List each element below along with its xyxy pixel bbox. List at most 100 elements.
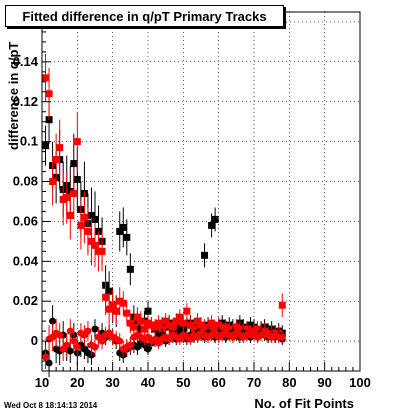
data-point	[49, 178, 57, 186]
data-point	[169, 323, 177, 331]
data-point	[87, 237, 95, 245]
data-point	[91, 215, 99, 223]
data-point	[70, 189, 78, 197]
data-point	[102, 293, 110, 301]
data-point	[73, 343, 81, 351]
chart-title-box: Fitted difference in q/pT Primary Tracks	[5, 5, 284, 27]
data-point	[49, 317, 57, 325]
data-point	[126, 265, 134, 273]
data-point	[63, 341, 71, 349]
data-point	[80, 213, 88, 221]
data-point	[126, 319, 134, 327]
data-point	[278, 301, 286, 309]
data-point	[278, 333, 286, 341]
data-point	[116, 227, 124, 235]
data-point	[84, 327, 92, 335]
data-point	[52, 156, 60, 164]
series-red-square	[42, 53, 286, 344]
y-axis-label: difference in q/pT	[6, 41, 21, 150]
data-point	[151, 323, 159, 331]
data-point	[42, 353, 50, 361]
x-tick-label: 50	[176, 375, 190, 390]
x-axis-label: No. of Fit Points	[254, 396, 354, 411]
x-tick-label: 20	[70, 375, 84, 390]
x-tick-label: 100	[349, 375, 371, 390]
data-point	[70, 160, 78, 168]
data-point	[254, 325, 262, 333]
data-point	[73, 138, 81, 146]
data-point	[116, 337, 124, 345]
data-point	[183, 307, 191, 315]
timestamp: Wed Oct 8 18:14:13 2014	[4, 401, 98, 410]
data-point	[95, 247, 103, 255]
y-tick-label: 0.1	[20, 134, 38, 149]
data-point	[98, 247, 106, 255]
y-tick-label: 0	[31, 333, 38, 348]
data-point	[45, 90, 53, 98]
data-point	[144, 319, 152, 327]
data-point	[165, 321, 173, 329]
data-point	[155, 319, 163, 327]
data-point	[84, 227, 92, 235]
x-tick-label: 70	[247, 375, 261, 390]
data-point	[105, 305, 113, 313]
data-point	[91, 325, 99, 333]
y-tick-label: 0.04	[13, 253, 39, 268]
data-point	[186, 321, 194, 329]
data-point	[112, 307, 120, 315]
data-point	[87, 211, 95, 219]
data-point	[123, 233, 131, 241]
y-tick-label: 0.06	[13, 213, 38, 228]
data-points	[42, 53, 286, 377]
data-point	[77, 221, 85, 229]
data-point	[208, 221, 216, 229]
data-point	[176, 313, 184, 321]
data-point	[162, 317, 170, 325]
data-point	[105, 287, 113, 295]
y-tick-label: 0.02	[13, 293, 38, 308]
chart-title: Fitted difference in q/pT Primary Tracks	[22, 9, 267, 24]
data-point	[45, 359, 53, 367]
x-tick-label: 60	[211, 375, 225, 390]
data-point	[119, 223, 127, 231]
data-point	[211, 215, 219, 223]
y-tick-label: 0.08	[13, 174, 38, 189]
x-tick-label: 90	[317, 375, 331, 390]
data-point	[98, 337, 106, 345]
data-point	[208, 319, 216, 327]
data-point	[183, 321, 191, 329]
data-point	[42, 142, 50, 150]
data-point	[119, 299, 127, 307]
data-point	[193, 317, 201, 325]
y-tick-label: 0.14	[13, 54, 39, 69]
data-point	[144, 345, 152, 353]
data-point	[66, 347, 74, 355]
data-point	[91, 241, 99, 249]
data-point	[123, 309, 131, 317]
data-point	[109, 301, 117, 309]
x-tick-label: 10	[35, 375, 49, 390]
data-point	[130, 323, 138, 331]
data-point	[63, 193, 71, 201]
data-point	[116, 297, 124, 305]
data-point	[140, 325, 148, 333]
data-point	[56, 331, 64, 339]
data-point	[70, 337, 78, 345]
x-tick-label: 40	[141, 375, 155, 390]
data-point	[197, 321, 205, 329]
data-point	[126, 341, 134, 349]
y-tick-label: 0.12	[13, 94, 38, 109]
data-point	[179, 319, 187, 327]
data-point	[66, 211, 74, 219]
data-point	[91, 343, 99, 351]
data-point	[148, 321, 156, 329]
data-point	[201, 251, 209, 259]
data-point	[172, 317, 180, 325]
data-point	[66, 327, 74, 335]
data-point	[215, 321, 223, 329]
data-point	[137, 317, 145, 325]
data-point	[144, 307, 152, 315]
data-point	[73, 176, 81, 184]
data-point	[59, 195, 67, 203]
